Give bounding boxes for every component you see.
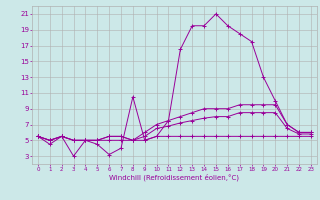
X-axis label: Windchill (Refroidissement éolien,°C): Windchill (Refroidissement éolien,°C) (109, 173, 239, 181)
